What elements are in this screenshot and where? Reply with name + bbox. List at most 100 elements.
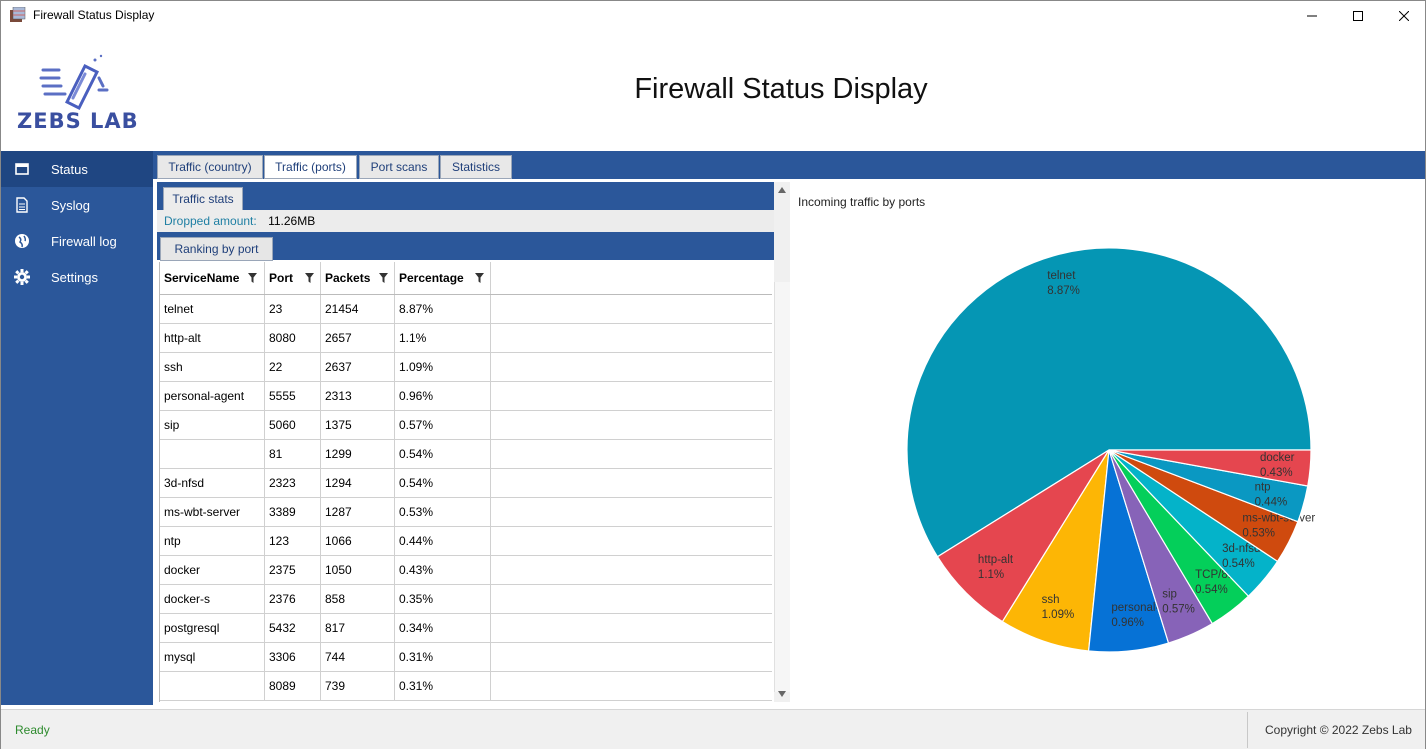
scrollbar-track[interactable] — [774, 282, 790, 692]
table-cell-servicename: sip — [160, 411, 265, 440]
minimize-icon — [1307, 15, 1317, 17]
table-cell-servicename: ssh — [160, 353, 265, 382]
pie-label-name: sip — [1162, 588, 1177, 600]
table-row[interactable]: docker-s 2376 858 0.35% — [160, 585, 772, 614]
pie-label-value: 0.43% — [1260, 467, 1293, 479]
title-bar[interactable]: Firewall Status Display — [1, 1, 1425, 31]
filter-icon[interactable] — [248, 273, 257, 283]
pie-label-value: 0.44% — [1255, 496, 1288, 508]
table-cell-packets: 744 — [321, 643, 395, 672]
table-row[interactable]: ms-wbt-server 3389 1287 0.53% — [160, 498, 772, 527]
globe-icon — [15, 234, 29, 248]
pie-label-value: 1.09% — [1042, 609, 1075, 621]
sidebar: Status Syslog Firewall log Settings — [1, 151, 153, 705]
table-row[interactable]: http-alt 8080 2657 1.1% — [160, 324, 772, 353]
table-row[interactable]: ssh 22 2637 1.09% — [160, 353, 772, 382]
table-row[interactable]: ntp 123 1066 0.44% — [160, 527, 772, 556]
chart-title: Incoming traffic by ports — [798, 195, 926, 209]
table-row[interactable]: sip 5060 1375 0.57% — [160, 411, 772, 440]
column-header-label: Port — [269, 271, 293, 285]
table-row[interactable]: 8089 739 0.31% — [160, 672, 772, 701]
scroll-down-icon[interactable] — [778, 691, 786, 697]
port-ranking-table: ServiceName Port Packets Percentage teln… — [159, 262, 772, 702]
sidebar-item-firewall-log[interactable]: Firewall log — [1, 223, 153, 259]
pie-slice-docker[interactable] — [1108, 449, 1312, 487]
scroll-up-icon[interactable] — [778, 187, 786, 193]
table-row[interactable]: 3d-nfsd 2323 1294 0.54% — [160, 469, 772, 498]
vertical-scrollbar[interactable] — [774, 182, 790, 702]
table-cell-port: 5060 — [265, 411, 321, 440]
column-header-packets[interactable]: Packets — [321, 262, 395, 294]
pie-label-value: 0.54% — [1195, 584, 1228, 596]
pie-slice-telnet[interactable] — [906, 247, 1312, 558]
status-divider — [1247, 712, 1248, 748]
tab-ranking-by-port[interactable]: Ranking by port — [160, 237, 273, 261]
dropped-amount-value: 11.26MB — [268, 214, 316, 228]
table-cell-port: 23 — [265, 295, 321, 324]
table-cell-percentage: 8.87% — [395, 295, 491, 324]
pie-label-name: ssh — [1042, 594, 1060, 606]
table-cell-percentage: 0.53% — [395, 498, 491, 527]
traffic-pie-chart: telnet 8.87%http-alt 1.1%ssh 1.09%personal-… — [906, 247, 1315, 653]
filter-icon[interactable] — [475, 273, 484, 283]
table-cell-percentage: 0.35% — [395, 585, 491, 614]
column-header-servicename[interactable]: ServiceName — [160, 262, 265, 294]
pie-label: ntp 0.44% — [1255, 481, 1288, 508]
tab-port-scans[interactable]: Port scans — [359, 155, 439, 179]
close-button[interactable] — [1381, 1, 1426, 31]
main-tab-strip: Traffic (country) Traffic (ports) Port s… — [153, 151, 1425, 179]
copyright-text: Copyright © 2022 Zebs Lab — [1265, 723, 1412, 737]
dropped-amount-row: Dropped amount: 11.26MB — [157, 210, 774, 232]
table-cell-percentage: 0.31% — [395, 643, 491, 672]
sidebar-item-syslog[interactable]: Syslog — [1, 187, 153, 223]
traffic-stats-header: Traffic stats — [157, 182, 774, 211]
table-cell-port: 8080 — [265, 324, 321, 353]
column-header-port[interactable]: Port — [265, 262, 321, 294]
table-cell-servicename: personal-agent — [160, 382, 265, 411]
table-row[interactable]: personal-agent 5555 2313 0.96% — [160, 382, 772, 411]
pie-label: telnet 8.87% — [1047, 270, 1080, 297]
table-row[interactable]: telnet 23 21454 8.87% — [160, 295, 772, 324]
pie-label-value: 0.53% — [1242, 527, 1275, 539]
pie-label-name: ntp — [1255, 481, 1271, 493]
filter-icon[interactable] — [305, 273, 314, 283]
sidebar-item-settings[interactable]: Settings — [1, 259, 153, 295]
page-title: Firewall Status Display — [634, 73, 928, 105]
column-header-percentage[interactable]: Percentage — [395, 262, 491, 294]
table-header-row: ServiceName Port Packets Percentage — [160, 262, 772, 295]
table-cell-servicename: mysql — [160, 643, 265, 672]
table-row[interactable]: postgresql 5432 817 0.34% — [160, 614, 772, 643]
table-cell-packets: 2637 — [321, 353, 395, 382]
window-icon — [15, 163, 29, 175]
status-bar: Ready Copyright © 2022 Zebs Lab — [1, 709, 1425, 749]
column-header-label: Percentage — [399, 271, 464, 285]
pie-label: 3d-nfsd 0.54% — [1222, 543, 1260, 570]
table-cell-servicename: postgresql — [160, 614, 265, 643]
table-cell-packets: 21454 — [321, 295, 395, 324]
table-cell-percentage: 1.1% — [395, 324, 491, 353]
tab-traffic-country[interactable]: Traffic (country) — [157, 155, 263, 179]
sidebar-item-label: Status — [51, 162, 88, 177]
table-cell-packets: 2657 — [321, 324, 395, 353]
window-title: Firewall Status Display — [33, 8, 155, 22]
sidebar-item-status[interactable]: Status — [1, 151, 153, 187]
table-row[interactable]: docker 2375 1050 0.43% — [160, 556, 772, 585]
table-cell-port: 22 — [265, 353, 321, 382]
filter-icon[interactable] — [379, 273, 388, 283]
table-row[interactable]: 81 1299 0.54% — [160, 440, 772, 469]
minimize-button[interactable] — [1289, 1, 1335, 31]
table-cell-servicename: docker-s — [160, 585, 265, 614]
sidebar-item-label: Firewall log — [51, 234, 117, 249]
maximize-button[interactable] — [1335, 1, 1381, 31]
table-cell-port: 123 — [265, 527, 321, 556]
pie-label-name: telnet — [1047, 270, 1076, 282]
table-cell-servicename: ms-wbt-server — [160, 498, 265, 527]
table-cell-servicename: 3d-nfsd — [160, 469, 265, 498]
tab-statistics[interactable]: Statistics — [440, 155, 512, 179]
tab-traffic-stats[interactable]: Traffic stats — [163, 187, 243, 211]
table-row[interactable]: mysql 3306 744 0.31% — [160, 643, 772, 672]
tab-traffic-ports[interactable]: Traffic (ports) — [264, 155, 357, 179]
table-cell-percentage: 0.54% — [395, 440, 491, 469]
table-cell-percentage: 0.96% — [395, 382, 491, 411]
